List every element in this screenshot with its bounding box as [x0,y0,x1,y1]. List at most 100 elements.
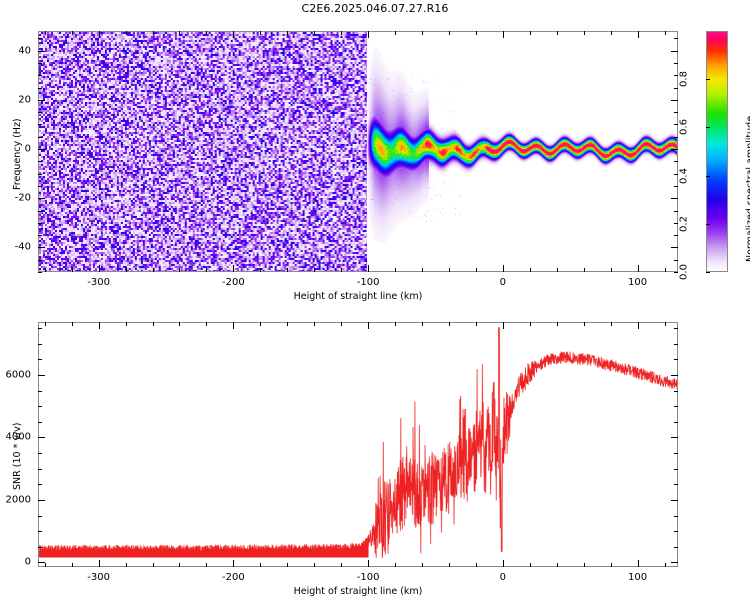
minor-tick-x [341,268,343,272]
major-tick-x [368,265,370,272]
minor-tick-y [674,87,678,89]
minor-tick-x [475,268,477,272]
major-tick-y [38,499,45,501]
major-tick-x [502,560,504,567]
minor-tick-y [674,453,678,455]
minor-tick-x [556,268,558,272]
minor-tick-x [206,322,208,326]
minor-tick-y [38,453,42,455]
minor-tick-x [610,31,612,35]
minor-tick-x [125,322,127,326]
minor-tick-x [179,322,181,326]
major-tick-x [233,31,235,38]
minor-tick-x [260,31,262,35]
minor-tick-x [260,268,262,272]
minor-tick-x [395,563,397,567]
minor-tick-y [674,38,678,40]
x-tick-label: 0 [499,277,507,288]
minor-tick-y [674,173,678,175]
minor-tick-y [674,328,678,330]
minor-tick-x [125,563,127,567]
spectrogram-axes [38,31,678,272]
minor-tick-y [38,161,42,163]
minor-tick-y [674,390,678,392]
minor-tick-y [674,235,678,237]
snr-line-trace [39,323,677,566]
x-tick-label: 100 [628,277,648,288]
major-tick-y [38,198,45,200]
minor-tick-y [38,75,42,77]
x-tick-label: -200 [222,277,245,288]
minor-tick-y [38,222,42,224]
minor-tick-y [38,390,42,392]
minor-tick-y [674,161,678,163]
minor-tick-y [38,546,42,548]
major-tick-x [637,322,639,329]
major-tick-x [98,322,100,329]
minor-tick-x [448,31,450,35]
major-tick-y [38,149,45,151]
minor-tick-x [664,268,666,272]
minor-tick-y [674,531,678,533]
major-tick-y [38,375,45,377]
spectrogram-image [39,32,677,271]
colorbar [706,31,728,272]
x-tick-label: -100 [356,277,380,288]
minor-tick-x [664,563,666,567]
spectrogram-ylabel: Frequency (Hz) [12,118,23,190]
minor-tick-x [610,268,612,272]
colorbar-gradient [707,32,727,271]
minor-tick-x [71,563,73,567]
colorbar-tick-label: 0.2 [678,215,690,232]
minor-tick-x [125,268,127,272]
minor-tick-y [38,421,42,423]
minor-tick-y [38,210,42,212]
minor-tick-y [38,62,42,64]
minor-tick-x [260,322,262,326]
y-tick-label: -40 [14,241,31,253]
minor-tick-x [125,31,127,35]
minor-tick-x [583,322,585,326]
minor-tick-y [674,210,678,212]
minor-tick-x [71,268,73,272]
minor-tick-x [529,563,531,567]
minor-tick-y [674,222,678,224]
y-tick-label: 6000 [5,369,31,381]
minor-tick-x [44,31,46,35]
minor-tick-x [152,268,154,272]
major-tick-x [98,31,100,38]
minor-tick-x [556,322,558,326]
minor-tick-x [475,563,477,567]
x-tick-label: 100 [628,572,648,583]
y-tick-label: -20 [14,192,31,204]
major-tick-x [368,322,370,329]
major-tick-y [671,99,678,101]
major-tick-x [98,265,100,272]
major-tick-y [38,562,45,564]
minor-tick-x [583,268,585,272]
minor-tick-y [38,112,42,114]
major-tick-x [98,560,100,567]
minor-tick-x [475,322,477,326]
minor-tick-y [38,124,42,126]
minor-tick-x [341,31,343,35]
minor-tick-x [206,268,208,272]
minor-tick-y [38,173,42,175]
x-tick-label: -100 [356,572,380,583]
snr-ylabel: SNR (10 * v/v) [12,422,23,491]
major-tick-y [671,198,678,200]
minor-tick-y [38,328,42,330]
minor-tick-x [179,268,181,272]
minor-tick-y [674,468,678,470]
minor-tick-x [287,563,289,567]
minor-tick-x [152,322,154,326]
major-tick-x [502,265,504,272]
colorbar-tick-label: 0.0 [678,264,690,280]
minor-tick-x [448,322,450,326]
major-tick-y [671,562,678,564]
major-tick-x [233,560,235,567]
minor-tick-x [610,322,612,326]
colorbar-tick-label: 0.6 [678,119,690,136]
minor-tick-y [38,38,42,40]
colorbar-label: Normalized spectral amplitude [745,115,750,262]
